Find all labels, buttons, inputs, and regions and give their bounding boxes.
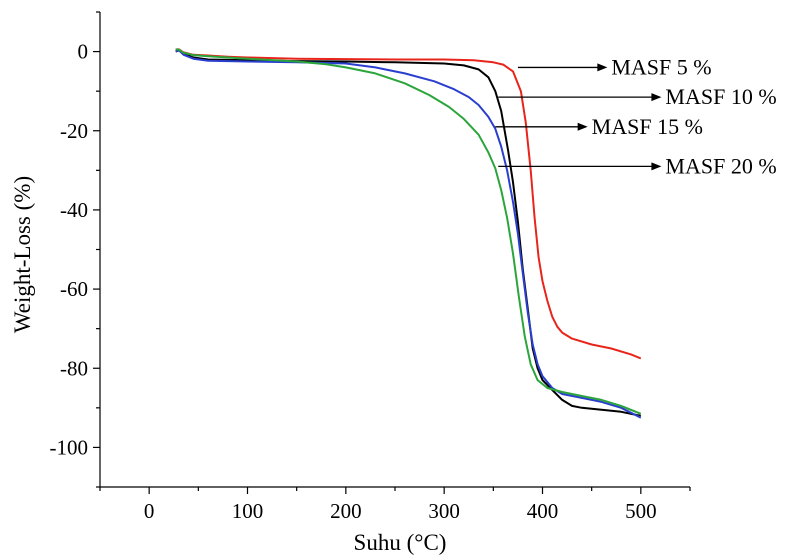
annotation-arrowhead (597, 63, 608, 72)
annotation-label: MASF 5 % (611, 54, 711, 79)
y-tick-label: -40 (60, 198, 88, 222)
annotation-label: MASF 20 % (665, 153, 776, 178)
x-tick-label: 400 (527, 499, 559, 523)
axes: 0 100 200 300 400 500 0 -20 -40 -60 -80 -100 (50, 11, 691, 523)
x-tick-label: 300 (428, 499, 460, 523)
y-axis-title: Weight-Loss (%) (10, 176, 35, 333)
series-line-masf-10 (175, 49, 641, 417)
x-axis-title: Suhu (°C) (354, 530, 447, 555)
y-tick-label: -80 (60, 356, 88, 380)
series-line-masf-15 (175, 49, 642, 419)
x-tick-label: 200 (330, 499, 362, 523)
annotation-label: MASF 15 % (592, 114, 703, 139)
series-line-masf-20 (175, 48, 642, 415)
series-line-masf-5 (175, 48, 642, 360)
annotations: MASF 5 % MASF 10 % MASF 15 % MASF 20 % (495, 54, 777, 178)
x-tick-label: 100 (232, 499, 264, 523)
y-tick-label: -20 (60, 119, 88, 143)
annotation-arrowhead (651, 162, 662, 171)
y-tick-label: -100 (50, 435, 89, 459)
y-tick-label: -60 (60, 277, 88, 301)
x-tick-label: 0 (144, 499, 155, 523)
annotation-arrowhead (651, 93, 662, 102)
y-tick-label: 0 (78, 40, 89, 64)
annotation-label: MASF 10 % (665, 84, 776, 109)
x-tick-label: 500 (625, 499, 657, 523)
series-lines (175, 48, 642, 419)
annotation-arrowhead (577, 122, 588, 131)
